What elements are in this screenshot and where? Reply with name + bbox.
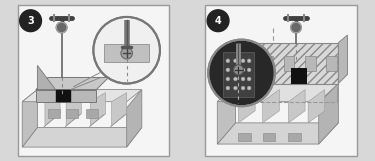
Circle shape — [226, 68, 230, 72]
Polygon shape — [288, 133, 300, 141]
Polygon shape — [217, 87, 236, 144]
Polygon shape — [22, 90, 142, 102]
Polygon shape — [319, 84, 338, 144]
Polygon shape — [22, 127, 142, 147]
Polygon shape — [44, 114, 60, 127]
Circle shape — [241, 77, 245, 81]
Polygon shape — [238, 133, 250, 141]
Circle shape — [234, 77, 237, 81]
Polygon shape — [66, 109, 78, 118]
Polygon shape — [56, 90, 70, 102]
Circle shape — [208, 40, 275, 106]
Polygon shape — [217, 84, 338, 102]
Polygon shape — [284, 56, 294, 71]
Circle shape — [226, 86, 230, 90]
Polygon shape — [224, 52, 254, 97]
Polygon shape — [291, 68, 307, 84]
Circle shape — [207, 10, 229, 32]
Polygon shape — [338, 35, 348, 84]
Circle shape — [234, 65, 243, 75]
Polygon shape — [36, 77, 108, 90]
Polygon shape — [254, 43, 338, 84]
Polygon shape — [45, 93, 60, 126]
Polygon shape — [326, 56, 337, 71]
Circle shape — [226, 77, 230, 81]
Circle shape — [234, 68, 237, 72]
Polygon shape — [66, 93, 81, 126]
Polygon shape — [127, 90, 142, 147]
Polygon shape — [86, 109, 98, 118]
Polygon shape — [263, 133, 275, 141]
FancyBboxPatch shape — [205, 5, 357, 156]
Circle shape — [56, 22, 67, 33]
FancyBboxPatch shape — [18, 5, 169, 156]
Circle shape — [247, 68, 251, 72]
Circle shape — [234, 86, 237, 90]
Circle shape — [226, 59, 230, 63]
Polygon shape — [104, 44, 149, 62]
Polygon shape — [48, 109, 60, 118]
Polygon shape — [288, 90, 305, 123]
Polygon shape — [38, 65, 56, 90]
Polygon shape — [111, 93, 127, 126]
Polygon shape — [110, 114, 127, 127]
Circle shape — [247, 86, 251, 90]
Circle shape — [121, 47, 132, 59]
Circle shape — [93, 17, 160, 84]
Polygon shape — [308, 90, 325, 123]
Circle shape — [241, 86, 245, 90]
Polygon shape — [238, 90, 255, 123]
Polygon shape — [263, 90, 279, 123]
Circle shape — [241, 59, 245, 63]
Circle shape — [247, 77, 251, 81]
Polygon shape — [89, 114, 105, 127]
Circle shape — [247, 59, 251, 63]
Circle shape — [241, 68, 245, 72]
Circle shape — [291, 22, 301, 33]
Circle shape — [20, 10, 42, 32]
Text: 4: 4 — [215, 16, 222, 26]
Polygon shape — [217, 123, 338, 144]
Polygon shape — [305, 56, 316, 71]
Circle shape — [234, 59, 237, 63]
Polygon shape — [36, 90, 96, 102]
Polygon shape — [64, 114, 81, 127]
Polygon shape — [22, 90, 38, 147]
Text: 3: 3 — [27, 16, 34, 26]
Polygon shape — [90, 93, 105, 126]
Polygon shape — [263, 56, 273, 71]
